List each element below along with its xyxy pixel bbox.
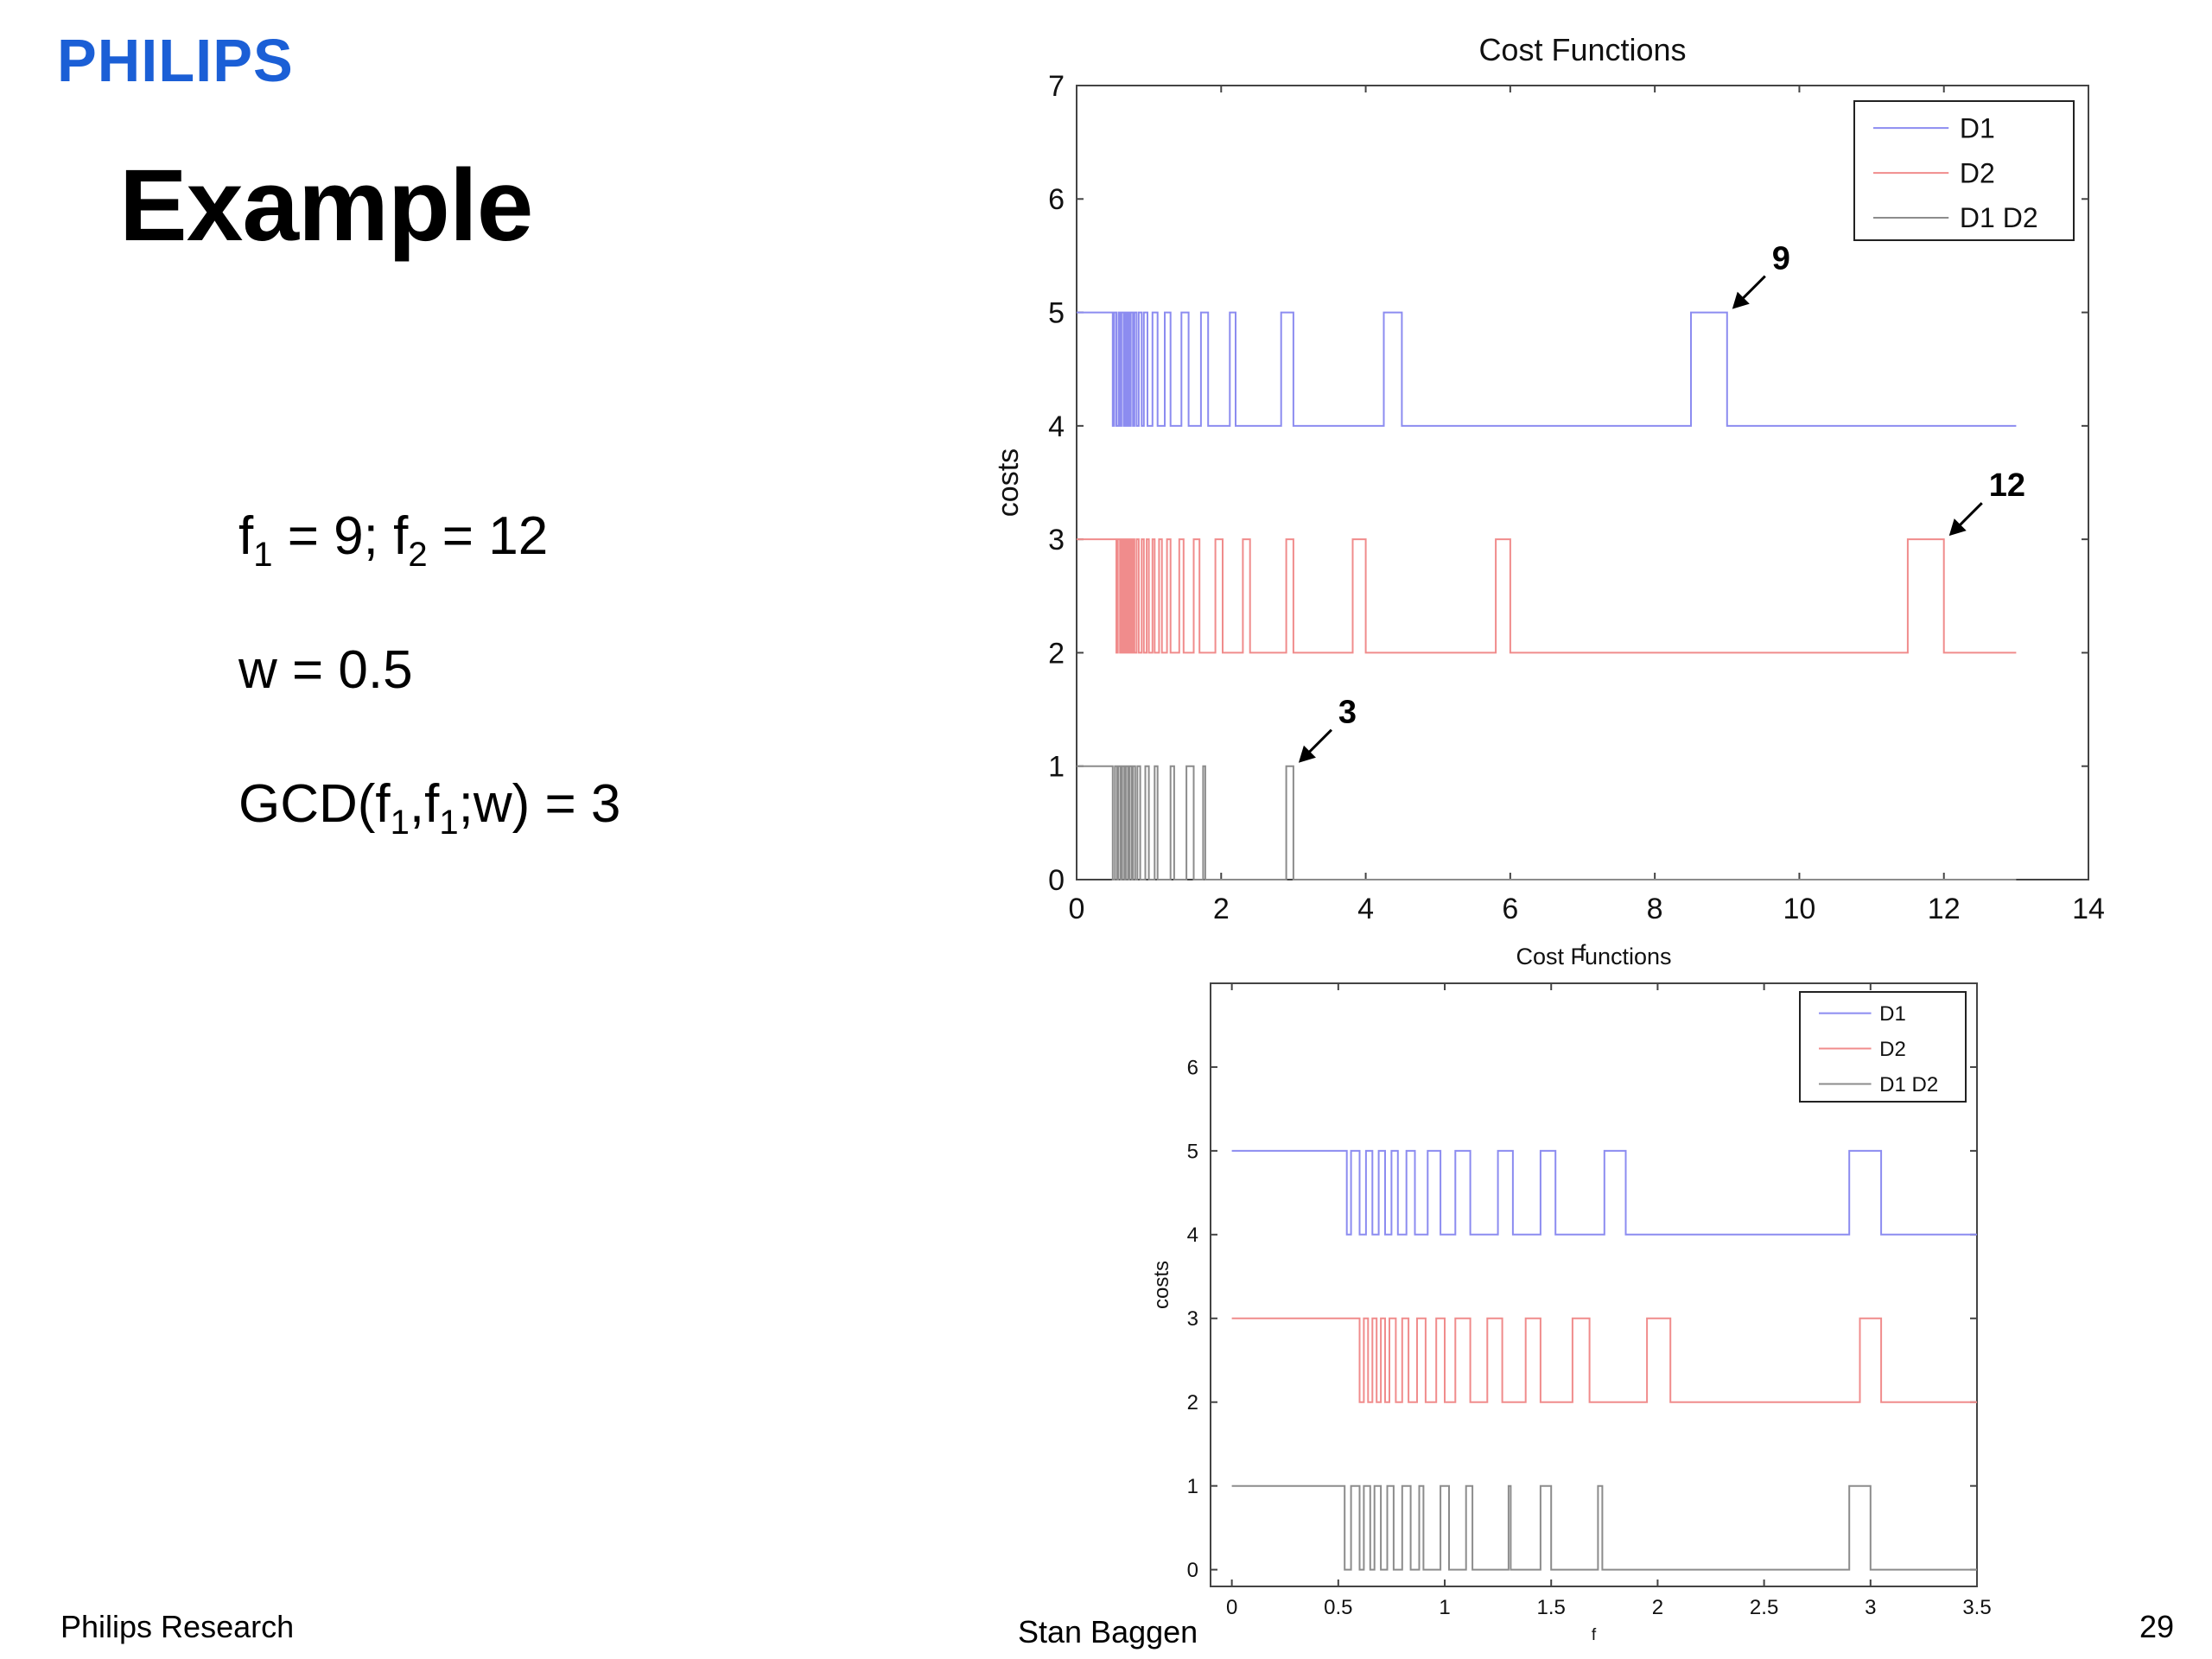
y-tick-label: 6 xyxy=(1048,183,1065,216)
gcd-post: ;w) = 3 xyxy=(458,774,621,834)
x-tick-label: 1.5 xyxy=(1537,1596,1566,1619)
x-tick-label: 0 xyxy=(1069,893,1085,925)
equation-frequencies: f1 = 9; f2 = 12 xyxy=(238,505,548,575)
gcd-mid: ,f xyxy=(409,774,440,834)
x-tick-label: 3 xyxy=(1865,1596,1876,1619)
x-tick-label: 2 xyxy=(1213,893,1230,925)
x-axis-label: f xyxy=(1592,1626,1597,1644)
equation-gcd: GCD(f1,f1;w) = 3 xyxy=(238,773,620,842)
annotation-arrowhead xyxy=(1732,291,1750,309)
gcd-sub-b: 1 xyxy=(439,804,459,842)
x-tick-label: 8 xyxy=(1647,893,1663,925)
f2-value: = 12 xyxy=(427,506,549,566)
y-tick-label: 5 xyxy=(1048,296,1065,329)
x-tick-label: 3.5 xyxy=(1962,1596,1991,1619)
y-tick-label: 3 xyxy=(1187,1307,1198,1331)
y-tick-label: 0 xyxy=(1187,1559,1198,1582)
y-tick-label: 2 xyxy=(1048,637,1065,670)
annotation-arrowhead xyxy=(1948,518,1967,537)
x-tick-label: 2 xyxy=(1652,1596,1663,1619)
x-axis-label: f xyxy=(1580,939,1586,966)
legend-label: D1 D2 xyxy=(1960,202,2038,233)
y-tick-label: 2 xyxy=(1187,1391,1198,1414)
plot-frame xyxy=(1210,982,1978,1587)
legend-label: D1 xyxy=(1960,112,1995,143)
gcd-pre: GCD(f xyxy=(238,774,391,834)
series-d1 xyxy=(1231,1149,1977,1236)
series-d1 xyxy=(1077,311,2017,427)
f1-symbol: f xyxy=(238,506,254,566)
legend-label: D1 xyxy=(1879,1002,1906,1026)
legend-label: D2 xyxy=(1960,157,1995,188)
x-tick-label: 14 xyxy=(2072,893,2105,925)
chart-title: Cost Functions xyxy=(1478,32,1686,67)
annotation-label: 3 xyxy=(1338,695,1357,731)
x-tick-label: 1 xyxy=(1439,1596,1450,1619)
series-d2 xyxy=(1077,538,2017,654)
y-axis-label: costs xyxy=(1150,1261,1173,1309)
legend-label: D1 D2 xyxy=(1879,1073,1938,1096)
y-tick-label: 6 xyxy=(1187,1056,1198,1079)
page-number: 29 xyxy=(2139,1609,2175,1644)
footer-organization: Philips Research xyxy=(60,1609,295,1644)
footer-author: Stan Baggen xyxy=(1018,1614,1198,1649)
y-tick-label: 1 xyxy=(1048,751,1065,784)
y-tick-label: 4 xyxy=(1048,410,1065,443)
x-tick-label: 6 xyxy=(1502,893,1518,925)
annotation-label: 9 xyxy=(1772,241,1790,277)
y-tick-label: 0 xyxy=(1048,864,1065,897)
x-tick-label: 12 xyxy=(1928,893,1961,925)
series-d1-d2 xyxy=(1077,765,2017,880)
y-tick-label: 4 xyxy=(1187,1224,1198,1247)
annotation-label: 12 xyxy=(1989,467,2025,504)
y-tick-label: 7 xyxy=(1048,70,1065,103)
chart-2: Cost Functions costs f 0 0.5 1 1.5 2 2.5 3 3.5 0 1 2 3… xyxy=(1150,944,1992,1644)
philips-logo: PHILIPS xyxy=(57,27,294,94)
x-tick-label: 0.5 xyxy=(1324,1596,1352,1619)
series-d2 xyxy=(1231,1317,1977,1403)
x-tick-label: 0 xyxy=(1226,1596,1237,1619)
y-tick-label: 5 xyxy=(1187,1140,1198,1163)
annotation-arrowhead xyxy=(1298,745,1316,763)
x-tick-label: 2.5 xyxy=(1750,1596,1778,1619)
x-tick-label: 10 xyxy=(1783,893,1816,925)
y-tick-label: 1 xyxy=(1187,1475,1198,1498)
equation-weight: w = 0.5 xyxy=(238,640,413,700)
f1-value: = 9; xyxy=(272,506,394,566)
x-tick-label: 4 xyxy=(1357,893,1374,925)
f2-symbol: f xyxy=(393,506,409,566)
series-d1-d2 xyxy=(1231,1484,1977,1571)
legend-label: D2 xyxy=(1879,1038,1906,1061)
gcd-sub-a: 1 xyxy=(390,804,410,842)
slide-title: Example xyxy=(119,149,533,263)
y-tick-label: 3 xyxy=(1048,524,1065,556)
f1-subscript: 1 xyxy=(253,536,273,574)
y-axis-label: costs xyxy=(992,448,1025,517)
chart-title: Cost Functions xyxy=(1516,944,1671,969)
f2-subscript: 2 xyxy=(408,536,428,574)
